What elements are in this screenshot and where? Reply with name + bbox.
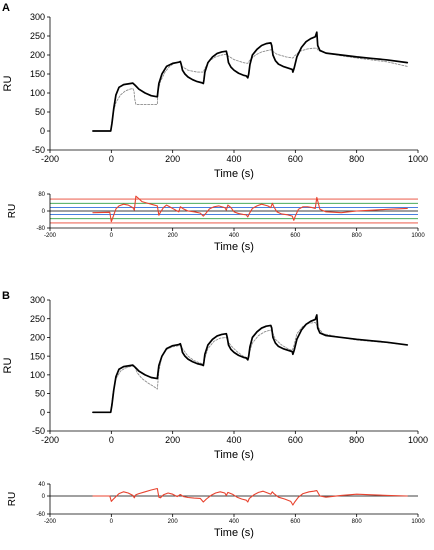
panel-b-residuals: -60 0 40 -200 0 200 400 600 800 1000 Time (s) RU bbox=[7, 482, 425, 539]
panel-a-residuals-x-axis-label: Time (s) bbox=[214, 241, 254, 253]
panel-b-sensorgram-y-tick-label: 150 bbox=[30, 351, 45, 361]
panel-b-residuals-x-tick-label: 1000 bbox=[411, 519, 425, 525]
panel-b-sensorgram-y-tick-label: -50 bbox=[32, 426, 45, 436]
panel-b-residuals-x-tick-label: 600 bbox=[290, 519, 301, 525]
panel-a-sensorgram-x-tick-label: 0 bbox=[109, 154, 114, 164]
panel-b-residuals-x-tick-label: 800 bbox=[352, 519, 363, 525]
panel-a-sensorgram-x-tick-label: 400 bbox=[226, 154, 241, 164]
panel-a-sensorgram-y-tick-label: 300 bbox=[30, 12, 45, 22]
panel-b-sensorgram-x-tick-label: -200 bbox=[41, 435, 59, 445]
panel-a-residuals: -80 0 80 -200 0 200 400 600 800 1000 Time (s) RU bbox=[7, 192, 425, 253]
panel-a-sensorgram-y-tick-label: 0 bbox=[40, 126, 45, 136]
panel-b-sensorgram-y-tick-label: 300 bbox=[30, 295, 45, 305]
panel-b-sensorgram-y-tick-label: 0 bbox=[40, 407, 45, 417]
panel-a-sensorgram-series-fit bbox=[92, 47, 408, 132]
panel-b-sensorgram-x-tick-label: 0 bbox=[109, 435, 114, 445]
panel-a-sensorgram-y-tick-label: 50 bbox=[35, 107, 45, 117]
panel-a-sensorgram-y-tick-label: 100 bbox=[30, 88, 45, 98]
panel-b-sensorgram-y-tick-label: 250 bbox=[30, 314, 45, 324]
panel-a-residuals-x-tick-label: 0 bbox=[110, 233, 114, 239]
panel-b-sensorgram-x-axis-label: Time (s) bbox=[214, 449, 254, 461]
panel-a-sensorgram-x-tick-label: 800 bbox=[349, 154, 364, 164]
panel-b-residuals-series-residual bbox=[92, 487, 408, 506]
panel-b-residuals-x-tick-label: 200 bbox=[168, 519, 179, 525]
panel-b-sensorgram-series-measured bbox=[92, 314, 409, 414]
panel-b-residuals-y-tick-label: 0 bbox=[42, 494, 46, 500]
panel-a-residuals-series-residual bbox=[92, 195, 408, 223]
panel-b-residuals-y-axis-label: RU bbox=[7, 492, 18, 506]
panel-a-sensorgram-x-tick-label: 1000 bbox=[408, 154, 428, 164]
panel-b-sensorgram-x-tick-label: 1000 bbox=[408, 435, 428, 445]
panel-a-sensorgram-y-tick-label: 150 bbox=[30, 69, 45, 79]
panel-b-sensorgram-series-fit bbox=[92, 322, 408, 413]
panel-a-sensorgram-x-tick-label: 200 bbox=[165, 154, 180, 164]
panel-a-residuals-y-axis-label: RU bbox=[7, 204, 18, 218]
panel-a-residuals-x-tick-label: 200 bbox=[168, 233, 179, 239]
panel-a-sensorgram-y-axis-label: RU bbox=[2, 76, 14, 92]
panel-a-residuals-y-tick-label: -80 bbox=[36, 226, 45, 232]
panel-b-residuals-y-tick-label: -60 bbox=[36, 512, 45, 518]
panel-b-residuals-y-tick-label: 40 bbox=[38, 482, 45, 488]
panel-a-residuals-x-tick-label: 800 bbox=[352, 233, 363, 239]
panel-a-letter: A bbox=[2, 2, 10, 14]
panel-a-sensorgram-x-tick-label: 600 bbox=[288, 154, 303, 164]
panel-a-sensorgram-x-tick-label: -200 bbox=[41, 154, 59, 164]
panel-a-residuals-y-tick-label: 80 bbox=[38, 192, 45, 198]
panel-a-residuals-x-tick-label: -200 bbox=[44, 233, 57, 239]
panel-b-residuals-x-axis-label: Time (s) bbox=[214, 527, 254, 539]
panel-a-sensorgram-y-tick-label: 200 bbox=[30, 50, 45, 60]
panel-b-sensorgram-y-tick-label: 50 bbox=[35, 389, 45, 399]
panel-b-sensorgram-x-tick-label: 400 bbox=[226, 435, 241, 445]
panel-a-residuals-y-tick-label: 0 bbox=[42, 209, 46, 215]
panel-b-residuals-x-tick-label: -200 bbox=[44, 519, 57, 525]
panel-b-letter: B bbox=[2, 290, 10, 302]
panel-a-sensorgram-series-measured bbox=[92, 31, 409, 132]
panel-a-residuals-x-tick-label: 600 bbox=[290, 233, 301, 239]
panel-a-residuals-x-tick-label: 1000 bbox=[411, 233, 425, 239]
panel-b-sensorgram-x-tick-label: 200 bbox=[165, 435, 180, 445]
panel-b-sensorgram-y-tick-label: 100 bbox=[30, 370, 45, 380]
panel-a-sensorgram-x-axis-label: Time (s) bbox=[214, 168, 254, 180]
panel-b-sensorgram: B -50 0 50 100 150 200 250 300 -200 0 200 400 600 800… bbox=[2, 290, 428, 461]
panel-b-sensorgram-x-tick-label: 800 bbox=[349, 435, 364, 445]
panel-a-sensorgram: A -50 0 50 100 150 200 250 300 -200 0 200 400 600 800… bbox=[2, 2, 428, 180]
panel-a-sensorgram-y-tick-label: -50 bbox=[32, 145, 45, 155]
panel-b-residuals-x-tick-label: 400 bbox=[229, 519, 240, 525]
panel-b-sensorgram-x-tick-label: 600 bbox=[288, 435, 303, 445]
panel-b-sensorgram-y-axis-label: RU bbox=[2, 358, 14, 374]
panel-a-sensorgram-y-tick-label: 250 bbox=[30, 31, 45, 41]
panel-b-sensorgram-y-tick-label: 200 bbox=[30, 333, 45, 343]
panel-a-residuals-x-tick-label: 400 bbox=[229, 233, 240, 239]
panel-b-residuals-x-tick-label: 0 bbox=[110, 519, 114, 525]
